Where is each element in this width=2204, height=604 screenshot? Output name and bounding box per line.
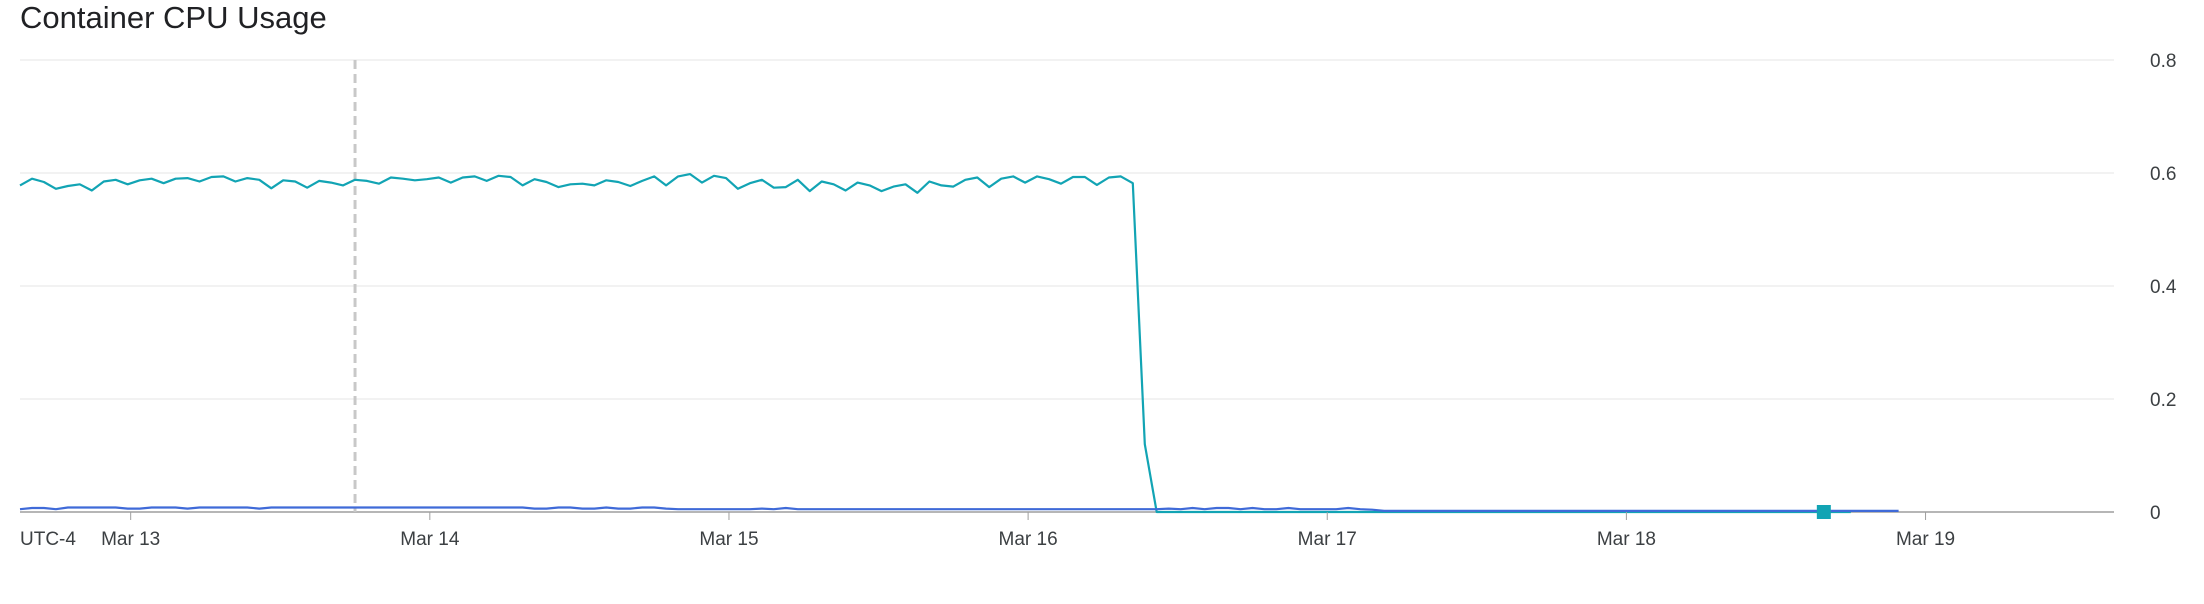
y-tick-label: 0.8	[2150, 51, 2176, 72]
chart-title: Container CPU Usage	[20, 0, 327, 35]
series-layer	[19, 173, 1899, 519]
x-tick-label: Mar 14	[400, 529, 460, 550]
gridlines	[20, 59, 2114, 513]
x-tick-label: Mar 15	[699, 529, 758, 550]
x-tick-label: Mar 16	[999, 529, 1058, 550]
x-tick-label: Mar 19	[1896, 529, 1955, 550]
x-tick-label: Mar 13	[101, 529, 160, 550]
x-axis-ticks: Mar 13 Mar 14 Mar 15 Mar 16 Mar 17 Mar 18 Mar …	[101, 512, 1955, 550]
y-tick-label: 0.6	[2150, 164, 2176, 185]
series-1-line[interactable]	[19, 173, 1851, 514]
y-axis-ticks: 0.8 0.6 0.4 0.2 0	[2150, 51, 2177, 524]
series-2-line[interactable]	[19, 506, 1899, 512]
y-tick-label: 0.4	[2150, 277, 2177, 298]
x-tick-label: Mar 18	[1597, 529, 1656, 550]
timezone-label: UTC-4	[20, 529, 76, 550]
x-tick-label: Mar 17	[1298, 529, 1357, 550]
series-end-marker[interactable]	[1816, 505, 1831, 519]
y-tick-label: 0.2	[2150, 390, 2176, 411]
y-tick-label: 0	[2150, 503, 2161, 524]
